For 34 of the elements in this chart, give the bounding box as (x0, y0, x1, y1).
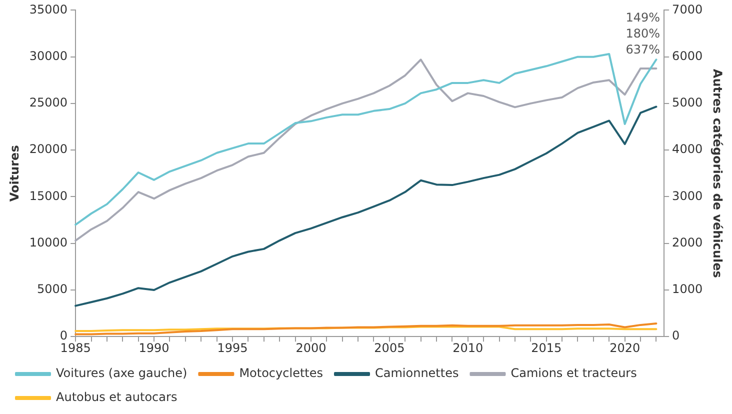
y2-tick-label: 2000 (672, 235, 703, 250)
legend-label: Camionnettes (374, 366, 459, 380)
legend-label: Camions et tracteurs (510, 366, 637, 380)
x-tick-label: 1990 (138, 340, 170, 355)
annotation: 637% (626, 42, 660, 56)
annotation: 180% (626, 26, 660, 40)
legend-label: Autobus et autocars (56, 390, 178, 404)
legend-label: Motocyclettes (239, 366, 324, 380)
y2-tick-label: 3000 (672, 188, 703, 203)
y2-tick-label: 0 (672, 328, 680, 343)
y-tick-label: 0 (60, 328, 68, 343)
y-tick-label: 5000 (37, 282, 68, 296)
y-tick-label: 35000 (29, 2, 68, 16)
x-tick-label: 1985 (60, 340, 91, 355)
legend-label: Voitures (axe gauche) (56, 366, 188, 380)
x-tick-label: 2000 (296, 340, 326, 355)
y2-tick-label: 7000 (672, 2, 703, 16)
x-tick-label: 2020 (610, 340, 640, 355)
y-tick-label: 15000 (29, 188, 68, 203)
x-tick-label: 2010 (452, 340, 484, 355)
x-tick-label: 2005 (374, 340, 405, 355)
y-tick-label: 30000 (29, 48, 68, 63)
y-tick-label: 20000 (29, 142, 68, 156)
y2-tick-label: 5000 (672, 96, 703, 110)
x-tick-label: 2015 (531, 340, 562, 355)
y-tick-label: 10000 (29, 235, 68, 250)
x-tick-label: 1995 (217, 340, 248, 355)
y2-tick-label: 4000 (672, 142, 703, 156)
annotation: 149% (626, 10, 660, 24)
y2-tick-label: 6000 (672, 48, 703, 63)
y2-tick-label: 1000 (672, 282, 703, 296)
y2-axis-title: Autres catégories de véhicules (710, 68, 725, 278)
y-axis-title: Voitures (7, 145, 22, 202)
y-tick-label: 25000 (29, 96, 68, 110)
